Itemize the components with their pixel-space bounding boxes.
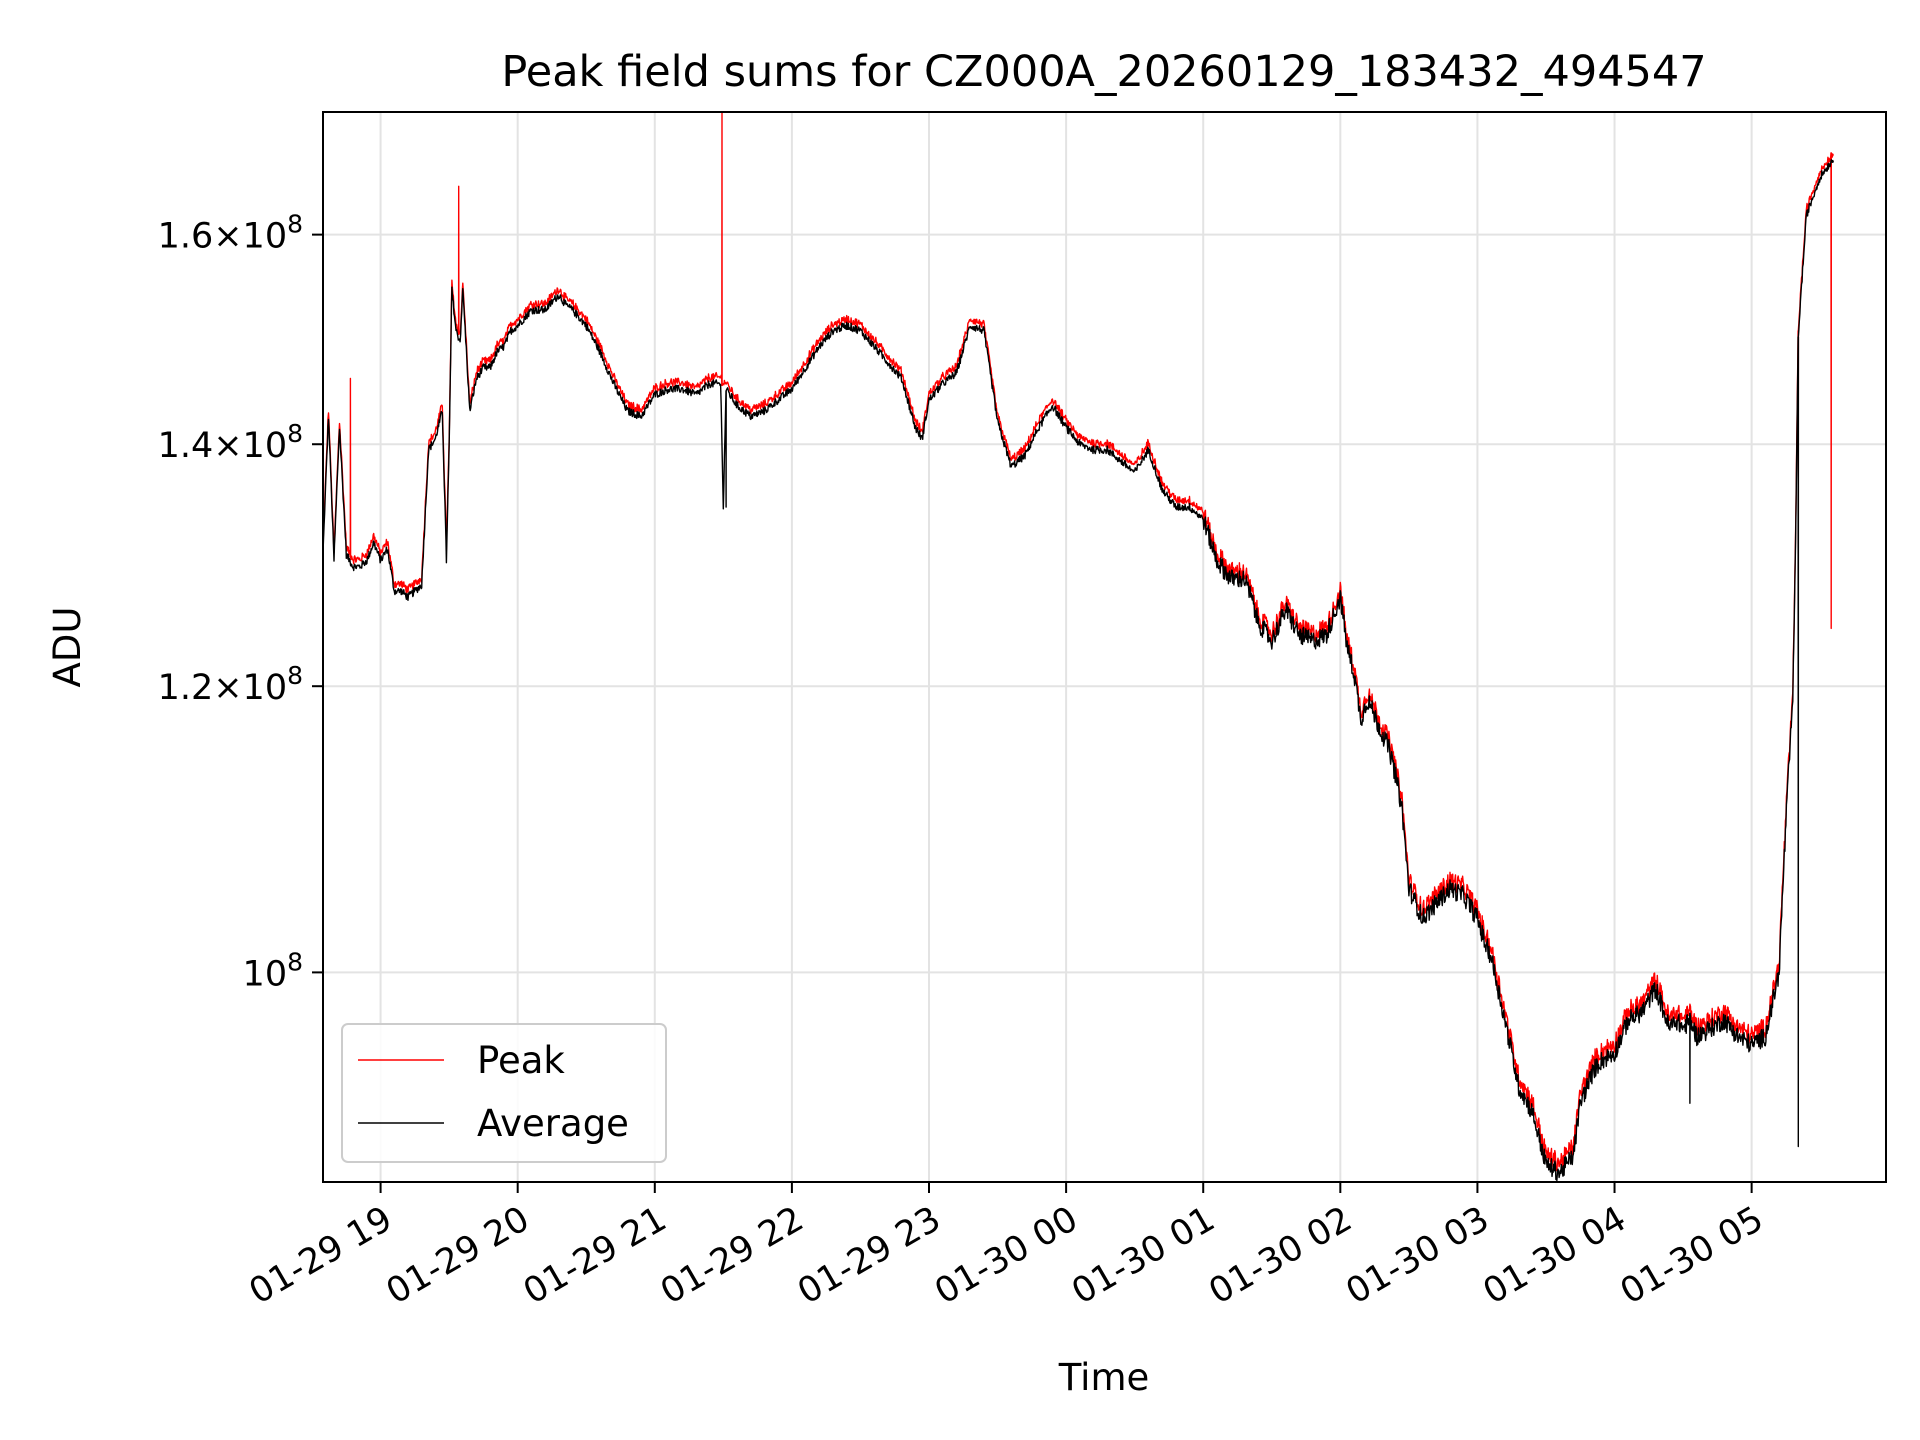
y-tick-label: 1.4×108 — [158, 419, 303, 466]
y-tick-label: 1.2×108 — [158, 661, 303, 708]
series-layer — [322, 111, 1835, 1182]
legend-label-peak: Peak — [477, 1039, 565, 1082]
series-line-average — [322, 159, 1835, 1182]
x-axis-label: Time — [1058, 1356, 1150, 1399]
plot-frame — [322, 111, 1887, 1183]
y-axis: 108 1.2×108 1.4×108 1.6×108 — [158, 210, 323, 994]
y-axis-label: ADU — [46, 607, 89, 688]
series-line-peak — [322, 111, 1835, 1172]
y-tick-label: 108 — [243, 947, 303, 994]
legend: Peak Average — [341, 1023, 667, 1163]
legend-box — [341, 1023, 667, 1163]
y-tick-label: 1.6×108 — [158, 210, 303, 257]
legend-label-average: Average — [477, 1102, 629, 1145]
chart-title: Peak field sums for CZ000A_20260129_1834… — [501, 47, 1706, 97]
